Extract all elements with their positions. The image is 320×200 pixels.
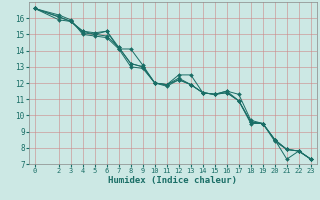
- X-axis label: Humidex (Indice chaleur): Humidex (Indice chaleur): [108, 176, 237, 185]
